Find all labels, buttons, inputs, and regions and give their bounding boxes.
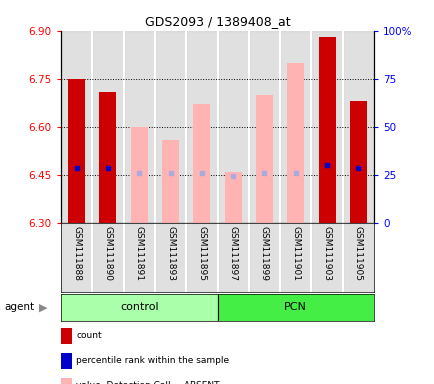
Bar — [217, 294, 373, 321]
Title: GDS2093 / 1389408_at: GDS2093 / 1389408_at — [145, 15, 289, 28]
Text: PCN: PCN — [284, 302, 306, 312]
Bar — [318, 37, 335, 223]
Bar — [92, 223, 123, 292]
Text: GSM111897: GSM111897 — [228, 226, 237, 281]
Text: GSM111891: GSM111891 — [135, 226, 143, 281]
Text: GSM111905: GSM111905 — [353, 226, 362, 281]
Bar — [311, 31, 342, 223]
Text: control: control — [120, 302, 158, 312]
Bar — [123, 223, 155, 292]
Text: GSM111888: GSM111888 — [72, 226, 81, 281]
Text: agent: agent — [4, 302, 34, 312]
Bar — [68, 79, 85, 223]
Bar — [286, 63, 304, 223]
Bar — [255, 95, 273, 223]
Bar — [311, 223, 342, 292]
Bar — [342, 223, 373, 292]
Bar — [248, 31, 279, 223]
Bar — [349, 101, 366, 223]
Text: percentile rank within the sample: percentile rank within the sample — [76, 356, 229, 366]
Bar — [279, 31, 311, 223]
Bar — [279, 223, 311, 292]
Text: ▶: ▶ — [39, 302, 48, 312]
Bar — [61, 223, 92, 292]
Bar — [217, 223, 248, 292]
Text: value, Detection Call = ABSENT: value, Detection Call = ABSENT — [76, 381, 219, 384]
Bar — [193, 104, 210, 223]
Text: GSM111890: GSM111890 — [103, 226, 112, 281]
Bar — [99, 91, 116, 223]
Text: GSM111893: GSM111893 — [166, 226, 174, 281]
Bar — [123, 31, 155, 223]
Bar — [186, 31, 217, 223]
Bar — [224, 172, 241, 223]
Bar — [342, 31, 373, 223]
Bar — [61, 294, 217, 321]
Text: GSM111895: GSM111895 — [197, 226, 206, 281]
Bar — [92, 31, 123, 223]
Text: GSM111899: GSM111899 — [260, 226, 268, 281]
Text: count: count — [76, 331, 102, 341]
Bar — [130, 127, 148, 223]
Bar — [155, 31, 186, 223]
Bar — [161, 139, 179, 223]
Text: GSM111903: GSM111903 — [322, 226, 331, 281]
Text: GSM111901: GSM111901 — [291, 226, 299, 281]
Bar — [248, 223, 279, 292]
Bar — [186, 223, 217, 292]
Bar — [61, 31, 92, 223]
Bar — [217, 31, 248, 223]
Bar — [155, 223, 186, 292]
